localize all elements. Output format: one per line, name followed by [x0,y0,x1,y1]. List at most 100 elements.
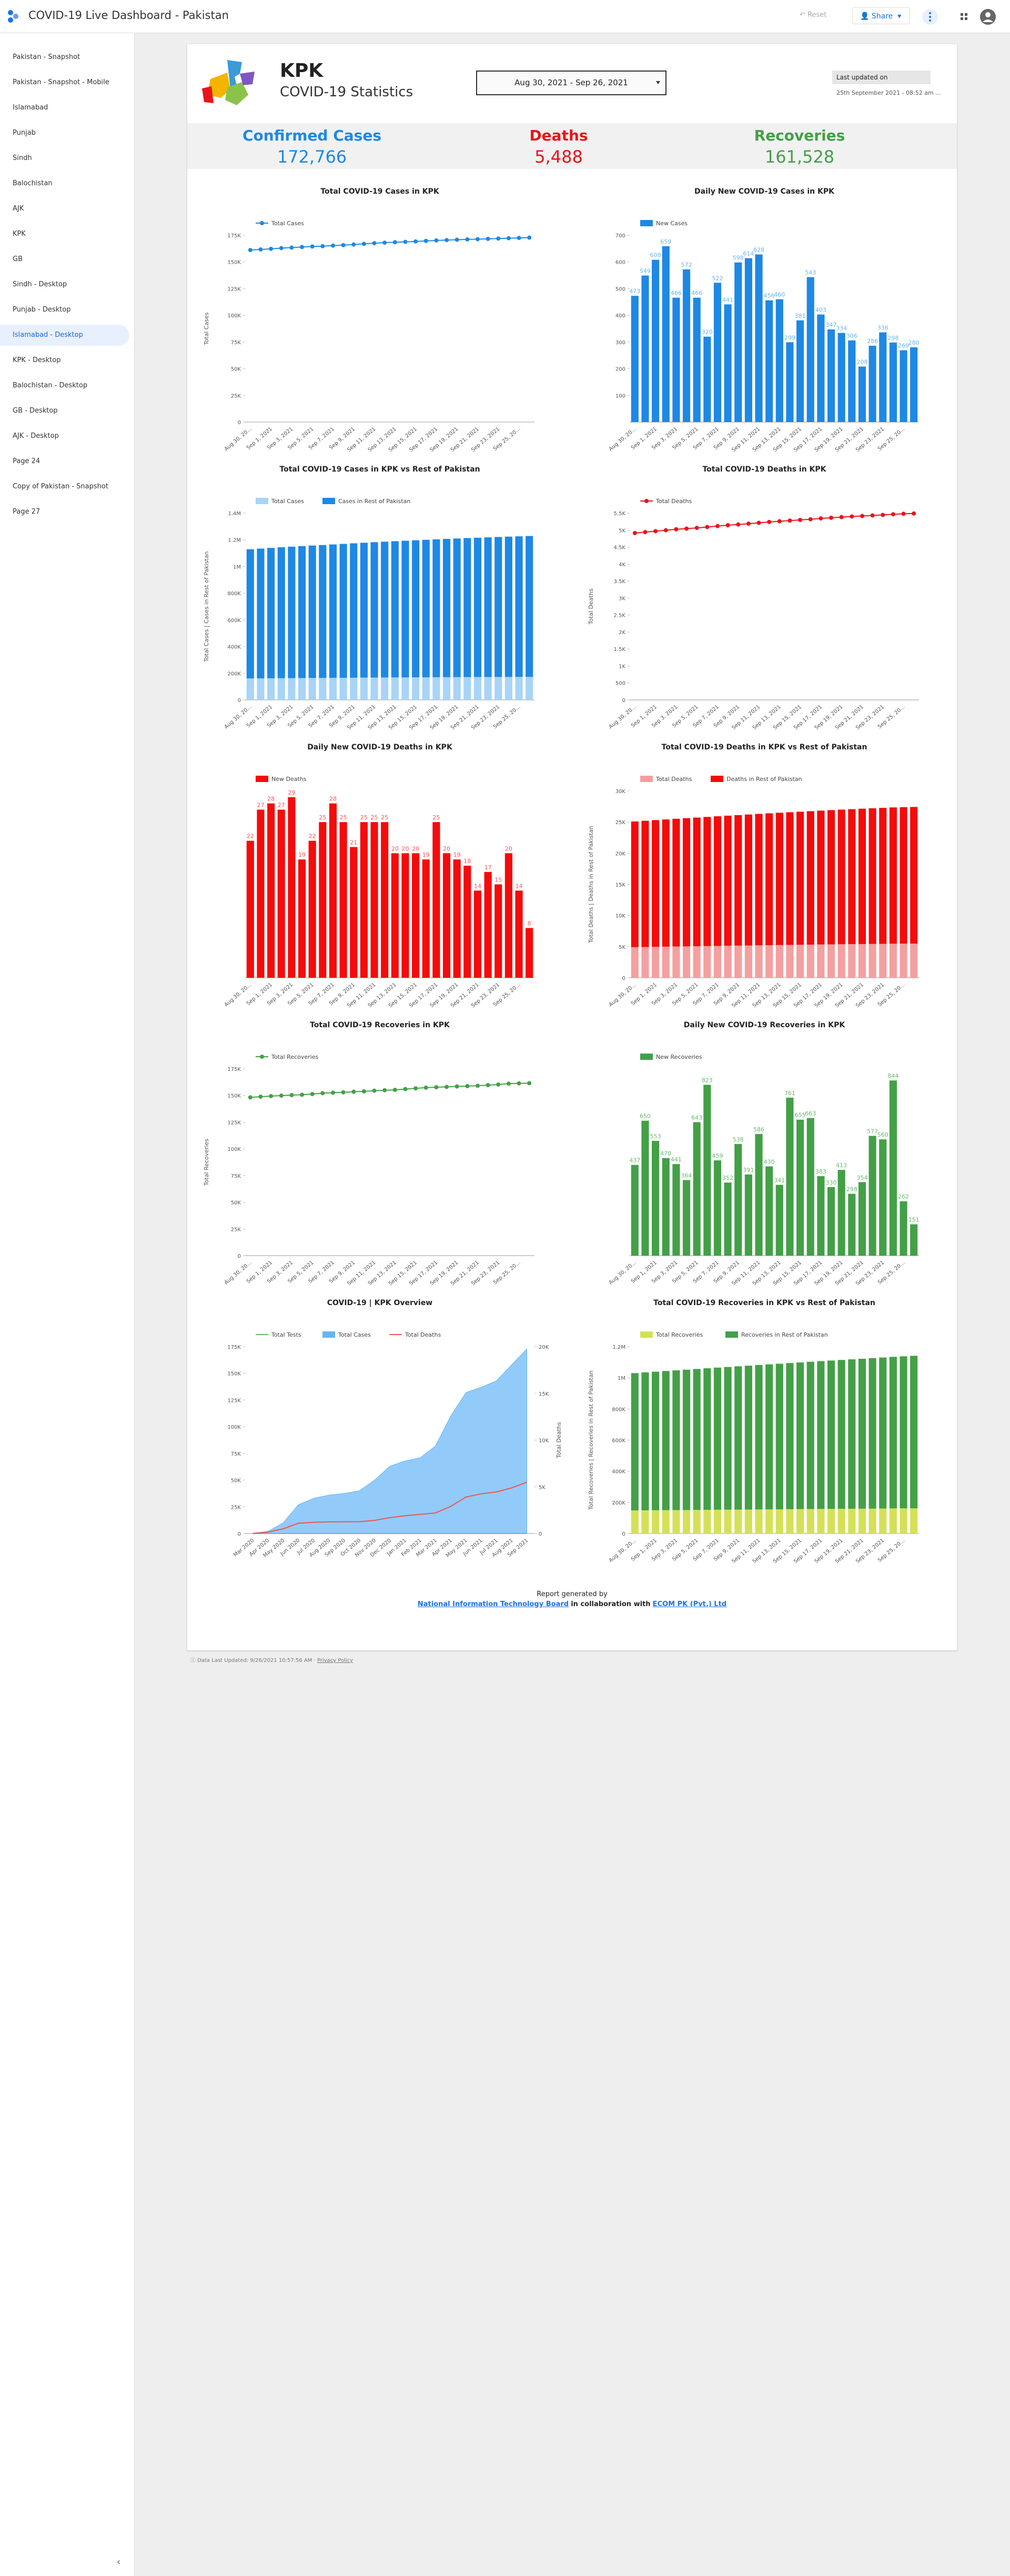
chart: Total COVID-19 Recoveries in KPK 0 25K 50K 7… [203,1021,534,1286]
nav-item[interactable]: AJK - Desktop [13,432,59,440]
data-label: 262 [898,1194,909,1200]
point [361,1089,366,1094]
bar-segment [484,537,492,677]
bar [703,1085,711,1256]
data-label: 19 [422,851,430,858]
y-tick-label: 5K [619,528,625,534]
bar-segment [744,1366,752,1510]
point [506,1081,511,1086]
nav-item[interactable]: Balochistan - Desktop [13,382,88,389]
nav-item[interactable]: Punjab - Desktop [13,306,71,314]
y-tick-label: 25K [231,393,241,399]
bar-segment [672,818,680,947]
footer-joiner: in collaboration with [571,1600,651,1608]
legend-swatch [260,221,264,225]
data-label: 473 [629,288,640,295]
bar-segment [724,1367,732,1510]
bar [806,1118,814,1256]
partner-link[interactable]: ECOM PK (Pvt.) Ltd [652,1600,727,1608]
collapse-button[interactable]: ‹ [117,2557,121,2568]
nav-item[interactable]: Page 24 [13,457,41,465]
date-range-picker[interactable]: Aug 30, 2021 - Sep 26, 2021 [476,71,666,95]
report-subtitle: COVID-19 Statistics [280,84,413,100]
data-label: 650 [640,1113,651,1120]
nav-item[interactable]: Pakistan - Snapshot [13,53,80,61]
bar-segment [765,813,773,946]
bar [277,809,285,978]
bar [786,342,794,422]
org-link[interactable]: National Information Technology Board [417,1600,569,1608]
data-label: 663 [805,1110,816,1117]
bar-segment [319,545,327,678]
nav-item[interactable]: Balochistan [13,179,53,187]
bar-segment [889,807,897,944]
region-title: KPK [280,60,324,82]
nav-item[interactable]: Sindh [13,154,32,162]
bar-segment [381,677,389,700]
data-label: 598 [733,255,744,262]
nav-item[interactable]: Page 27 [13,508,41,516]
nav-item[interactable]: GB - Desktop [13,407,58,415]
bar-segment [526,677,533,700]
y-tick-label: 400 [615,313,625,319]
bar-segment [631,1510,639,1533]
y-tick-label: 125K [227,1398,241,1404]
data-label: 341 [774,1177,785,1184]
point [413,1086,418,1091]
bar-segment [765,1509,773,1533]
bar [889,342,897,422]
data-label: 18 [463,858,471,865]
legend-label: Cases in Rest of Pakistan [338,498,410,505]
bar-segment [308,545,316,678]
data-label: 208 [856,359,867,366]
nav-item[interactable]: GB [13,255,23,263]
data-label: 15 [494,877,502,884]
line [252,1481,527,1534]
nav-item[interactable]: AJK [13,205,24,213]
bar [879,332,887,422]
y-tick-label: 125K [227,286,241,292]
nav-item[interactable]: Sindh - Desktop [13,280,67,288]
bar-segment [298,546,306,678]
privacy-link[interactable]: Privacy Policy [317,1658,354,1663]
point [413,239,418,244]
point [901,512,906,516]
nav-item[interactable]: KPK - Desktop [13,356,61,364]
data-label: 538 [733,1136,744,1143]
bar-segment [817,810,825,945]
bar-segment [308,678,316,700]
share-button[interactable]: 👤 Share ▾ [852,7,910,24]
point [382,240,387,245]
y-tick-label: 20K [615,851,626,857]
y-tick-label: 800K [227,591,241,597]
chart-title: Daily New COVID-19 Deaths in KPK [307,743,453,751]
bar-segment [848,944,856,978]
bar-segment [734,815,742,946]
legend-label: Total Recoveries [271,1054,319,1060]
chart: Total COVID-19 Deaths in KPK 0 500 1K 1.5K 2K… [588,465,919,730]
point [808,517,813,522]
bar-segment [432,677,440,700]
bar-segment [246,549,254,679]
point [361,242,366,246]
y-tick-label: 500 [615,681,625,687]
y-tick-label: 100K [227,1425,241,1430]
bar-segment [652,947,660,978]
y-tick-label: 0 [622,976,625,981]
chart-title: Total COVID-19 Cases in KPK [320,187,440,196]
bar [879,1139,887,1256]
chart-title: Total COVID-19 Recoveries in KPK vs Rest… [653,1299,875,1307]
nav-item[interactable]: Punjab [13,129,36,137]
nav-item[interactable]: Pakistan - Snapshot - Mobile [13,78,109,86]
bar-segment [682,946,691,978]
bar-segment [765,945,773,978]
nav-item[interactable]: Islamabad - Desktop [0,325,129,346]
bar [473,890,482,978]
nav-item[interactable]: Copy of Pakistan - Snapshot [13,483,108,490]
nav-item[interactable]: Islamabad [13,104,48,112]
nav-item[interactable]: KPK [13,230,26,238]
reset-button[interactable]: ↶ Reset [800,11,827,19]
bar [662,246,670,422]
bar [453,859,461,978]
data-label: 628 [753,247,764,254]
